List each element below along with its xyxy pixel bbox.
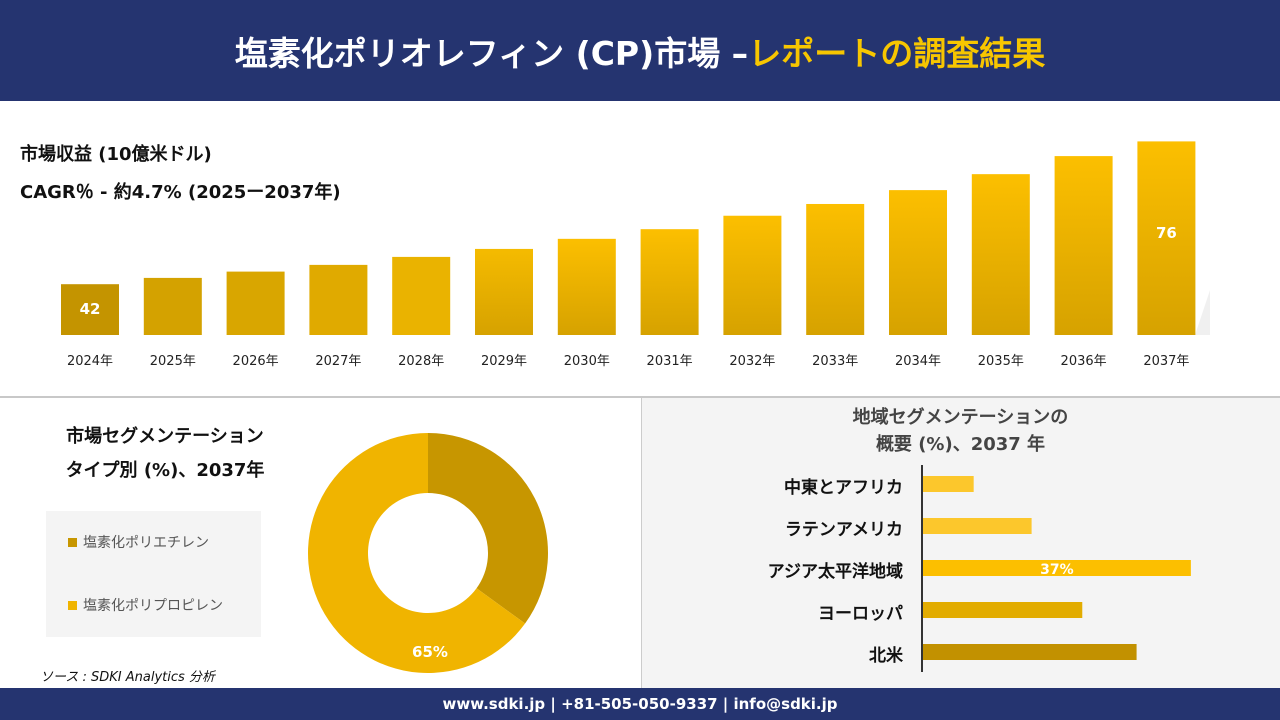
- bar-2032年: [723, 215, 782, 335]
- bar-2024年: [61, 284, 119, 335]
- revenue-bar-chart: 2024年 42 2025年 2026年 2027年 2028年 2029年 2030年 203…: [60, 141, 1210, 369]
- section-divider: [0, 396, 1280, 398]
- donut-slice-0: [428, 433, 548, 624]
- bar-2026年: [226, 271, 285, 335]
- bar-2025年: [143, 277, 202, 335]
- bar-2037年: [1137, 141, 1196, 335]
- region-label: アジア太平洋地域: [767, 562, 903, 582]
- donut-legend: 塩素化ポリエチレン 塩素化ポリプロピレン: [46, 511, 261, 637]
- x-tick-label: 2036年: [1061, 354, 1107, 369]
- revenue-label: 市場収益 (10億米ドル): [20, 144, 212, 165]
- type-title-line2: タイプ別 (%)、2037年: [65, 460, 265, 481]
- x-tick-label: 2026年: [233, 354, 279, 369]
- x-tick-label: 2025年: [150, 354, 196, 369]
- type-segment-title: 市場セグメンテーション タイプ別 (%)、2037年: [30, 420, 300, 488]
- bar-2036年: [1054, 156, 1113, 335]
- bar-2031年: [640, 229, 699, 335]
- x-tick-label: 2030年: [564, 354, 610, 369]
- bar-2027年: [309, 264, 368, 335]
- region-label: ヨーロッパ: [818, 604, 903, 624]
- data-label: 76: [1156, 224, 1177, 242]
- bar-2033年: [806, 203, 865, 335]
- x-tick-label: 2034年: [895, 354, 941, 369]
- legend-swatch: [68, 537, 77, 547]
- bar-2028年: [392, 256, 451, 335]
- footer-contact: www.sdki.jp | +81-505-050-9337 | info@sd…: [0, 688, 1280, 720]
- source-note: ソース : SDKI Analytics 分析: [40, 670, 215, 685]
- bar-2034年: [889, 190, 947, 335]
- bar-2030年: [557, 238, 616, 335]
- report-title: 塩素化ポリオレフィン (CP)市場 – レポートの調査結果: [0, 0, 1280, 101]
- x-tick-label: 2035年: [978, 354, 1024, 369]
- x-tick-label: 2027年: [315, 354, 361, 369]
- x-tick-label: 2033年: [812, 354, 858, 369]
- region-label: 中東とアフリカ: [784, 478, 903, 498]
- x-tick-label: 2032年: [729, 354, 775, 369]
- slice-label: 65%: [412, 643, 448, 661]
- legend-label: 塩素化ポリプロピレン: [83, 598, 223, 614]
- legend-label: 塩素化ポリエチレン: [83, 535, 209, 551]
- regional-panel: [641, 398, 1280, 688]
- region-label: 北米: [869, 646, 903, 666]
- x-tick-label: 2031年: [647, 354, 693, 369]
- data-label: 42: [80, 300, 101, 318]
- x-tick-label: 2028年: [398, 354, 444, 369]
- x-tick-label: 2029年: [481, 354, 527, 369]
- region-title-line2: 概要 (%)、2037 年: [875, 434, 1046, 455]
- title-main: 塩素化ポリオレフィン (CP)市場 –: [234, 33, 749, 73]
- legend-swatch: [68, 600, 77, 610]
- legend-item-polyethylene: 塩素化ポリエチレン: [68, 532, 209, 552]
- bar-2029年: [475, 248, 533, 335]
- region-segment-title: 地域セグメンテーションの 概要 (%)、2037 年: [641, 404, 1280, 458]
- region-title-line1: 地域セグメンテーションの: [852, 407, 1069, 428]
- title-highlight: レポートの調査結果: [748, 33, 1046, 73]
- type-title-line1: 市場セグメンテーション: [66, 426, 264, 447]
- x-tick-label: 2024年: [67, 354, 113, 369]
- bar-2035年: [971, 174, 1030, 335]
- legend-item-polypropylene: 塩素化ポリプロピレン: [68, 595, 223, 615]
- donut-slice-1: [308, 433, 526, 674]
- cagr-label: CAGR％ - 約4.7% (2025ー2037年): [20, 182, 341, 203]
- x-tick-label: 2037年: [1143, 354, 1189, 369]
- region-label: ラテンアメリカ: [784, 520, 903, 540]
